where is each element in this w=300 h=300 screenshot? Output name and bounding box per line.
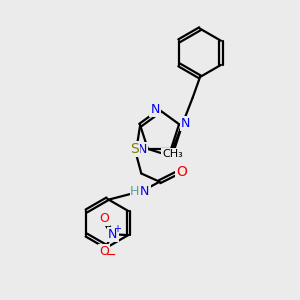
- Text: CH₃: CH₃: [162, 149, 183, 159]
- Text: H: H: [130, 184, 140, 198]
- Text: N: N: [108, 228, 118, 241]
- Text: −: −: [106, 249, 116, 262]
- Text: O: O: [99, 212, 109, 224]
- Text: S: S: [130, 142, 139, 156]
- Text: HN: HN: [131, 184, 149, 198]
- Text: N: N: [181, 117, 190, 130]
- Text: O: O: [176, 165, 187, 179]
- Text: N: N: [138, 143, 147, 156]
- Text: +: +: [113, 224, 121, 234]
- Text: N: N: [140, 184, 149, 198]
- Text: N: N: [150, 103, 160, 116]
- Text: O: O: [99, 245, 109, 258]
